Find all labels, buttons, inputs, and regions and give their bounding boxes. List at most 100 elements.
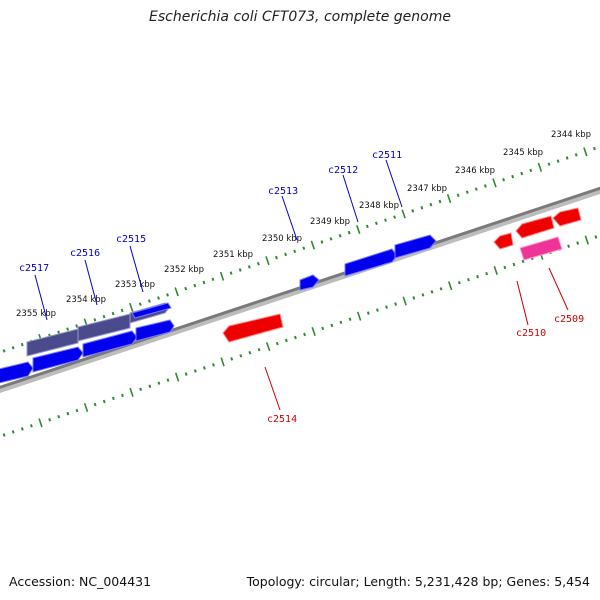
minor-tick <box>430 290 434 294</box>
minor-tick <box>75 408 79 413</box>
minor-tick <box>320 240 324 244</box>
major-tick <box>129 387 134 397</box>
minor-tick <box>348 317 352 321</box>
minor-tick <box>411 209 415 213</box>
minor-tick <box>439 287 443 291</box>
gene-arrow[interactable] <box>493 232 514 250</box>
scale-label: 2347 kbp <box>407 184 447 194</box>
minor-tick <box>29 424 33 428</box>
major-tick <box>310 240 316 250</box>
minor-tick <box>2 433 6 437</box>
gene-label[interactable]: c2509 <box>554 314 584 325</box>
minor-tick <box>502 177 506 182</box>
minor-tick <box>2 349 6 353</box>
minor-tick <box>384 218 387 222</box>
gene-arrow[interactable] <box>0 361 34 384</box>
minor-tick <box>512 262 516 267</box>
minor-tick <box>420 206 424 210</box>
minor-tick <box>576 241 580 245</box>
lower-scale-ticks <box>2 235 598 437</box>
minor-tick <box>20 342 24 347</box>
minor-tick <box>302 246 306 250</box>
gene-arrow[interactable] <box>135 319 175 342</box>
scale-labels: 2344 kbp 2345 kbp 2346 kbp 2347 kbp 2348… <box>16 130 591 319</box>
gene-arrow[interactable] <box>32 346 84 373</box>
gene-label[interactable]: c2517 <box>19 263 49 274</box>
minor-tick <box>157 296 160 300</box>
gene-label[interactable]: c2514 <box>267 414 297 425</box>
minor-tick <box>138 302 142 306</box>
minor-tick <box>330 323 334 328</box>
gene-arrow[interactable] <box>77 313 131 342</box>
gene-label[interactable]: c2512 <box>328 165 358 176</box>
minor-tick <box>321 326 325 331</box>
major-tick <box>446 193 452 203</box>
minor-tick <box>293 249 297 254</box>
gene-arrow[interactable] <box>344 248 398 277</box>
minor-tick <box>347 230 351 235</box>
gene-labels: c2511 c2512 c2513 c2515 c2516 c2517 c250… <box>19 150 584 425</box>
minor-tick <box>202 280 206 285</box>
minor-tick <box>257 347 261 352</box>
minor-tick <box>11 346 15 350</box>
gene-arrow[interactable] <box>519 236 563 261</box>
gene-arrow[interactable] <box>299 274 320 291</box>
minor-tick <box>329 237 333 241</box>
gene-label[interactable]: c2513 <box>268 186 298 197</box>
minor-tick <box>202 366 206 370</box>
major-tick <box>448 281 453 291</box>
genome-summary-text: Topology: circular; Length: 5,231,428 bp… <box>246 574 590 589</box>
gene-arrow[interactable] <box>26 328 79 357</box>
minor-tick <box>111 311 115 316</box>
major-tick <box>265 256 270 266</box>
major-tick <box>537 162 543 172</box>
major-tick <box>220 357 225 367</box>
major-tick <box>38 418 43 428</box>
scale-label: 2352 kbp <box>164 265 204 275</box>
gene-arrow[interactable] <box>515 215 555 239</box>
minor-tick <box>48 418 52 422</box>
scale-label: 2351 kbp <box>213 250 253 260</box>
minor-tick <box>438 199 442 204</box>
minor-tick <box>57 414 61 419</box>
minor-tick <box>594 235 598 239</box>
major-tick <box>583 147 588 157</box>
minor-tick <box>102 314 106 319</box>
scale-label: 2349 kbp <box>310 217 350 227</box>
minor-tick <box>247 265 251 269</box>
gene-arrow[interactable] <box>131 302 172 319</box>
minor-tick <box>476 274 479 279</box>
minor-tick <box>193 283 197 288</box>
gene-arrow[interactable] <box>552 207 582 227</box>
minor-tick <box>374 221 378 226</box>
minor-tick <box>184 286 188 291</box>
minor-tick <box>284 252 288 257</box>
scale-label: 2353 kbp <box>115 280 155 290</box>
major-tick <box>584 235 589 245</box>
gene-arrow[interactable] <box>82 330 138 358</box>
minor-tick <box>483 184 487 188</box>
gene-label[interactable]: c2515 <box>116 234 146 245</box>
gene-label[interactable]: c2511 <box>372 150 402 161</box>
minor-tick <box>385 305 388 309</box>
gene-label[interactable]: c2510 <box>516 328 546 339</box>
minor-tick <box>485 271 489 276</box>
gene-arrow[interactable] <box>394 234 437 259</box>
map-title: Escherichia coli CFT073, complete genome <box>149 9 451 25</box>
minor-tick <box>521 259 525 264</box>
minor-tick <box>275 255 278 260</box>
minor-tick <box>111 396 115 401</box>
minor-tick <box>303 332 306 337</box>
minor-tick <box>121 393 124 398</box>
minor-tick <box>474 187 478 191</box>
minor-tick <box>567 244 571 248</box>
scale-label: 2355 kbp <box>16 309 56 319</box>
gene-label[interactable]: c2516 <box>70 248 100 259</box>
gene-arrow[interactable] <box>222 313 284 343</box>
minor-tick <box>148 384 152 389</box>
scale-label: 2346 kbp <box>455 166 495 176</box>
minor-tick <box>275 341 279 346</box>
minor-tick <box>157 381 161 385</box>
major-tick <box>174 287 179 297</box>
